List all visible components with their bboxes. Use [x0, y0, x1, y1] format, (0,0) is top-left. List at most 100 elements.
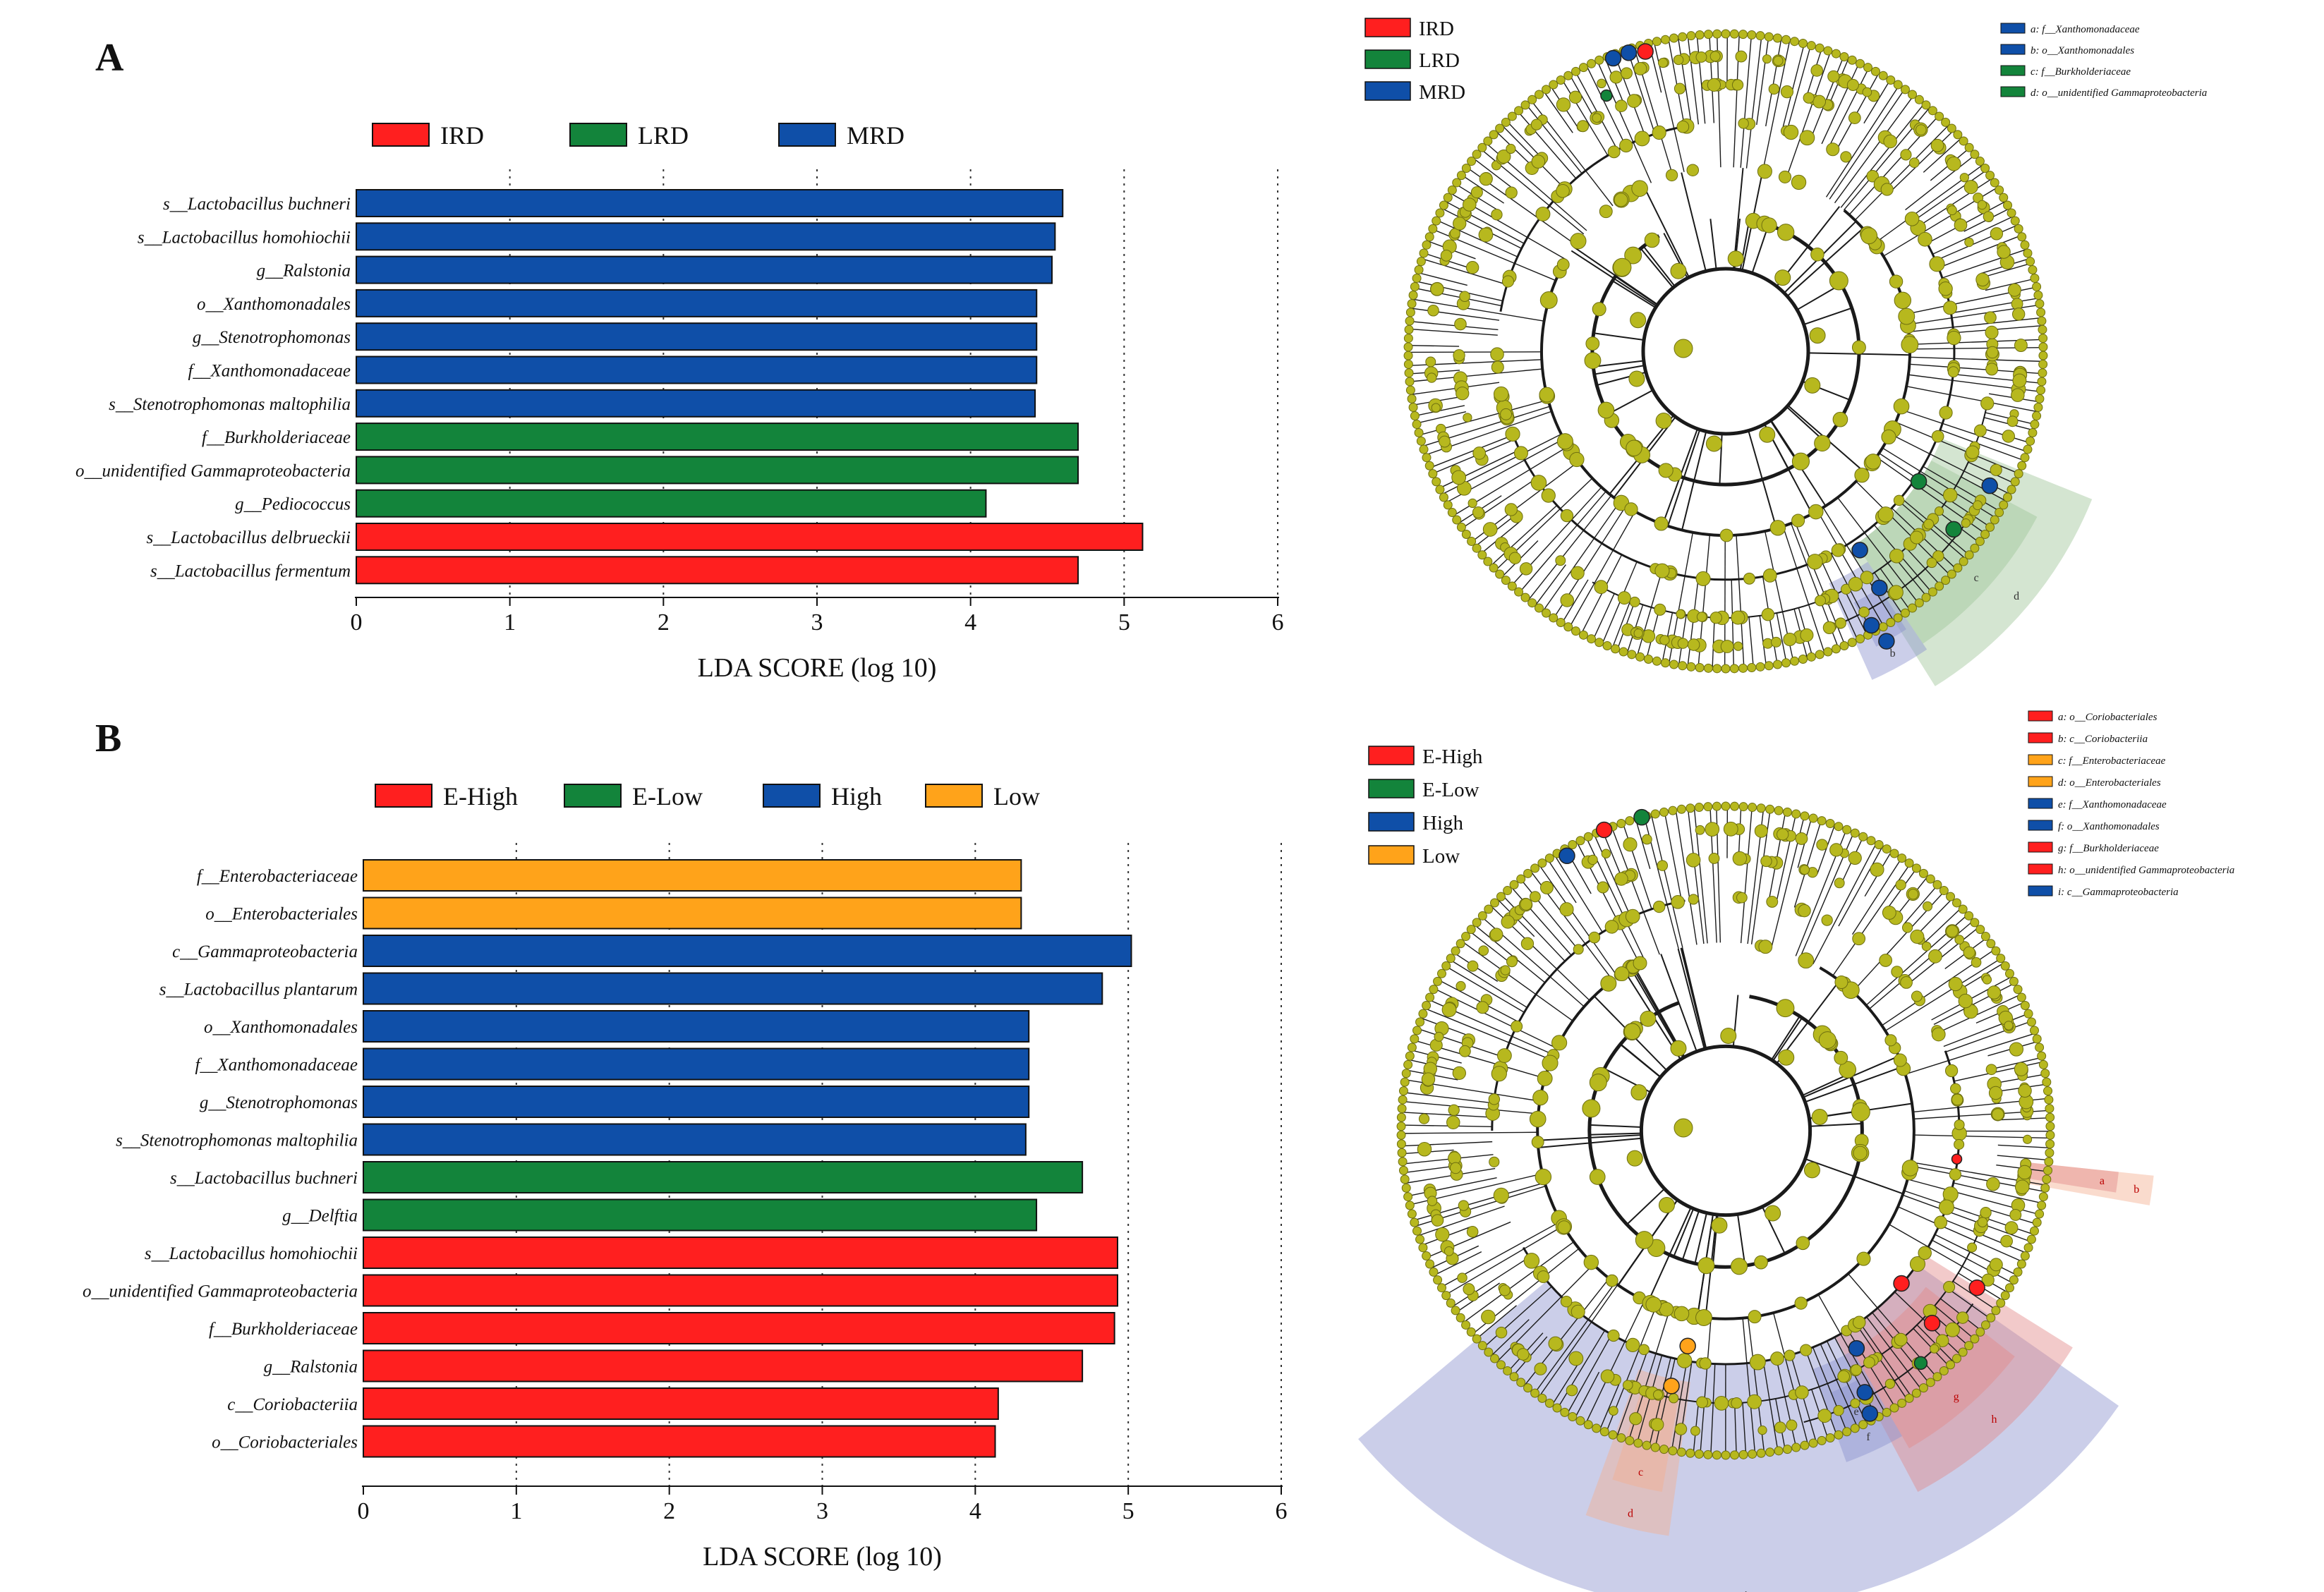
tree-node — [1452, 1066, 1466, 1081]
leaf-node — [1791, 809, 1801, 819]
leaf-node — [1441, 961, 1451, 971]
clado-legend-label: MRD — [1419, 81, 1465, 104]
tree-node — [2009, 1208, 2022, 1221]
tree-node — [1457, 1272, 1467, 1283]
tree-node — [1640, 1010, 1657, 1027]
branch — [1748, 616, 1754, 668]
tree-node — [1695, 51, 1707, 63]
leaf-node — [1756, 1448, 1766, 1458]
category-label: o__Xanthomonadales — [197, 295, 351, 314]
tree-node — [1500, 965, 1511, 976]
leaf-node — [2037, 1201, 2047, 1210]
clado-label-text: h: o__unidentified Gammaproteobacteria — [2058, 865, 2234, 876]
leaf-node — [2013, 1267, 2023, 1277]
tree-node — [1551, 1035, 1568, 1051]
branch — [1543, 90, 1573, 133]
tree-node — [1530, 475, 1547, 491]
leaf-node — [1477, 1341, 1487, 1351]
leaf-node — [1516, 1378, 1526, 1387]
tree-node — [2009, 1042, 2024, 1057]
ring-arc — [1590, 224, 1861, 487]
branch — [1647, 1207, 1692, 1303]
tree-node — [1705, 435, 1722, 452]
branch — [1772, 1312, 1809, 1445]
tree-node — [1831, 543, 1845, 557]
leaf-node — [1831, 49, 1841, 59]
tree-node — [1658, 463, 1674, 478]
tree-node — [1854, 468, 1870, 483]
leaf-node — [1995, 185, 2004, 195]
leaf-node — [1946, 892, 1956, 901]
branch — [1776, 612, 1787, 663]
leaf-node — [1398, 1095, 1408, 1105]
tree-node — [1463, 1283, 1475, 1296]
tree-node — [1990, 463, 2002, 476]
leaf-node — [1991, 946, 2001, 956]
branch — [1401, 1141, 1493, 1147]
tree-node — [1834, 877, 1845, 889]
leaf-node — [1627, 650, 1637, 660]
sector-letter: a — [2100, 1175, 2105, 1187]
tree-node — [1991, 1108, 2004, 1121]
tree-node — [1434, 1031, 1444, 1042]
tree-node — [1655, 412, 1672, 429]
clado-label-text: i: c__Gammaproteobacteria — [2058, 887, 2179, 898]
ring-arc — [1491, 899, 1685, 1131]
tree-node — [1800, 628, 1814, 642]
branch — [1678, 1361, 1693, 1452]
tree-node — [1673, 54, 1684, 66]
leaf-node — [1986, 939, 1996, 949]
leaf-node — [1850, 1423, 1860, 1433]
leaf-node — [1747, 662, 1757, 672]
tree-node — [2014, 339, 2028, 352]
branch — [1452, 1256, 1530, 1307]
leaf-node — [1729, 664, 1739, 674]
leaf-node — [1964, 1341, 1974, 1351]
leaf-node — [1798, 39, 1808, 49]
category-label: c__Coriobacteriia — [227, 1395, 358, 1414]
leaf-node — [1765, 1447, 1775, 1457]
leaf-node — [1889, 1403, 1899, 1413]
tree-node — [1459, 291, 1470, 303]
leaf-node — [1695, 30, 1705, 40]
branch — [1403, 1165, 1455, 1174]
branch — [1537, 1134, 1642, 1141]
leaf-node — [2035, 1043, 2045, 1052]
tree-node — [1630, 312, 1647, 329]
leaf-node — [1914, 95, 1924, 104]
branch — [1650, 815, 1683, 948]
tree-node — [1776, 999, 1795, 1018]
leaf-node — [1568, 840, 1578, 850]
tree-node — [1642, 834, 1652, 845]
leaf-node — [1422, 1251, 1432, 1260]
tree-node — [1889, 274, 1904, 288]
leaf-node — [1425, 1259, 1435, 1269]
branch — [1619, 1043, 1662, 1078]
tree-node — [1720, 1027, 1737, 1044]
branch — [1951, 298, 2039, 314]
tree-node — [1910, 929, 1925, 944]
legend-swatch — [564, 784, 622, 808]
tree-node — [1985, 363, 1999, 376]
tree-node — [1608, 1406, 1618, 1416]
highlighted-node — [1600, 89, 1613, 102]
tree-node — [1757, 1426, 1767, 1435]
tree-node — [1621, 67, 1633, 80]
clado-label-swatch — [2028, 820, 2053, 831]
leaf-node — [1990, 515, 1999, 525]
leaf-node — [1712, 29, 1722, 39]
leaf-node — [1602, 640, 1612, 650]
leaf-node — [2023, 248, 2033, 258]
leaf-node — [1611, 644, 1621, 654]
tree-node — [1971, 957, 1982, 968]
tree-node — [1570, 1304, 1585, 1319]
leaf-node — [1410, 281, 1420, 291]
branch — [1759, 615, 1767, 667]
tree-node — [1986, 1177, 2000, 1191]
leaf-node — [1477, 911, 1487, 920]
leaf-node — [1874, 840, 1884, 850]
branch — [1422, 258, 1508, 286]
sector-letter: e — [1854, 1406, 1859, 1418]
branch — [1640, 248, 1674, 288]
clado-legend-label: LRD — [1419, 49, 1460, 72]
